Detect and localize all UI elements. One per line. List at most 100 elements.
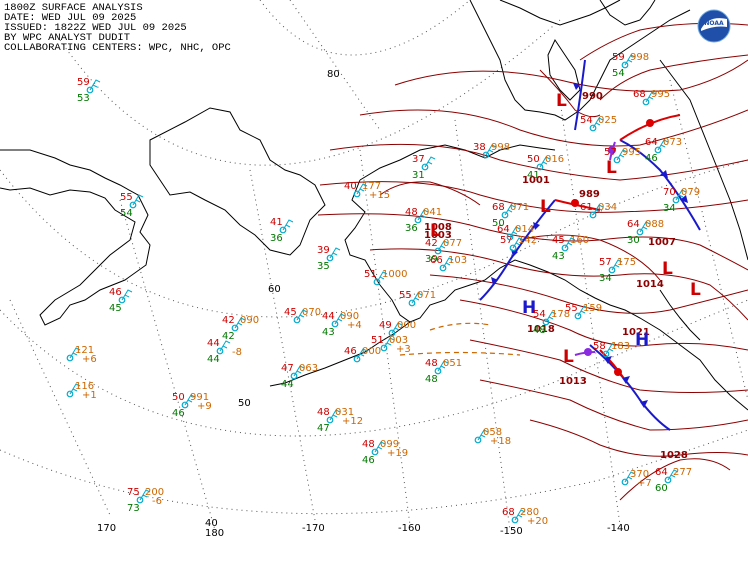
low-pressure-symbol: L (540, 197, 551, 217)
cold-front-pip (533, 222, 540, 230)
wind-barb-icon (611, 259, 623, 271)
station-pressure: 142 (518, 235, 537, 246)
station-pressure: 099 (380, 439, 399, 450)
high-pressure-symbol: H (635, 330, 649, 350)
station-pressure: 995 (651, 89, 670, 100)
station-temperature: 59 (77, 77, 90, 88)
warm-front-pip (614, 368, 622, 376)
station-pressure: 183 (611, 341, 630, 352)
isobar-7 (429, 274, 748, 314)
station-marker (373, 278, 381, 286)
station-pressure: 071 (510, 202, 529, 213)
lon-label: 180 (205, 528, 224, 539)
wind-barb-icon (383, 337, 395, 349)
station-marker (231, 324, 239, 332)
station-dewpoint: 48 (533, 325, 546, 336)
station-pressure: 090 (240, 315, 259, 326)
arctic-islands-3 (599, 0, 656, 26)
isobar-label: 1028 (660, 450, 688, 461)
station-temperature: 57 (599, 257, 612, 268)
station-temperature: 50 (527, 154, 540, 165)
wind-barb-icon (329, 247, 341, 259)
isobar-3 (329, 143, 748, 181)
isobar-label: 1007 (648, 237, 676, 248)
station-pressure-tendency: +3 (396, 344, 411, 355)
station-dewpoint: 48 (425, 374, 438, 385)
station-marker (664, 476, 672, 484)
alaska-south-coast (484, 259, 748, 411)
station-temperature: 55 (565, 303, 578, 314)
isobar-10 (479, 379, 748, 431)
lat-circle-50 (0, 299, 748, 437)
wind-barb-icon (616, 149, 628, 161)
low-pressure-symbol: L (690, 280, 701, 300)
station-pressure: 090 (340, 311, 359, 322)
station-temperature: 51 (371, 335, 384, 346)
station-marker (118, 296, 126, 304)
station-temperature: 55 (120, 192, 133, 203)
station-marker (290, 372, 298, 380)
station-marker (482, 151, 490, 159)
cold-front-pip (573, 83, 580, 90)
aleutian-chain (269, 321, 411, 387)
wind-barb-icon (334, 313, 346, 325)
station-pressure: 034 (598, 202, 617, 213)
lat-circle-80 (259, 0, 471, 56)
wind-barb-icon (184, 394, 196, 406)
station-temperature: 59 (612, 52, 625, 63)
station-temperature: 46 (344, 346, 357, 357)
station-temperature: 47 (281, 363, 294, 374)
lon-label: -150 (500, 526, 523, 537)
wind-barb-icon (509, 226, 521, 238)
station-marker (129, 201, 137, 209)
cold-front-pip (680, 195, 688, 203)
station-pressure: 160 (570, 235, 589, 246)
wind-barb-icon (89, 79, 101, 91)
station-temperature: 51 (364, 269, 377, 280)
station-pressure: 000 (397, 320, 416, 331)
station-dewpoint: 46 (172, 408, 185, 419)
station-pressure-tendency: +20 (527, 516, 548, 527)
meridian-170e (9, 299, 111, 516)
station-dewpoint: 45 (109, 303, 122, 314)
isobar-label: 1008 (424, 222, 452, 233)
station-marker (509, 244, 517, 252)
station-temperature: 70 (663, 187, 676, 198)
wind-barb-icon (234, 317, 246, 329)
station-pressure: 1000 (382, 269, 407, 280)
station-temperature: 75 (127, 487, 140, 498)
station-temperature: 57 (500, 235, 513, 246)
station-temperature: 64 (655, 467, 668, 478)
cold-front-pip (604, 356, 612, 364)
fronts (399, 59, 701, 431)
wind-barb-icon (356, 348, 368, 360)
isobar-16 (379, 181, 481, 206)
wind-barb-icon (437, 360, 449, 372)
front-pips (491, 83, 688, 408)
station-marker (293, 316, 301, 324)
station-pressure-tendency: +12 (342, 416, 363, 427)
station-marker (511, 516, 519, 524)
meridian-150w (454, 119, 511, 531)
lon-label: -160 (398, 523, 421, 534)
isobar-4 (319, 181, 748, 213)
wind-barb-icon (592, 204, 604, 216)
station-dewpoint: 34 (663, 203, 676, 214)
station-pressure: 159 (583, 303, 602, 314)
station-dewpoint: 53 (77, 93, 90, 104)
station-pressure: 016 (545, 154, 564, 165)
station-dewpoint: 54 (120, 208, 133, 219)
station-marker (439, 264, 447, 272)
noaa-logo-text: NOAA (704, 20, 724, 27)
wind-barb-icon (485, 144, 497, 156)
station-temperature: 45 (552, 235, 565, 246)
trough-1 (399, 351, 521, 356)
station-dewpoint: 36 (270, 233, 283, 244)
station-temperature: 37 (412, 154, 425, 165)
wind-barb-icon (624, 471, 636, 483)
station-pressure: 175 (617, 257, 636, 268)
station-marker (589, 211, 597, 219)
station-temperature: 61 (580, 202, 593, 213)
station-marker (621, 61, 629, 69)
wind-barb-icon (69, 383, 81, 395)
